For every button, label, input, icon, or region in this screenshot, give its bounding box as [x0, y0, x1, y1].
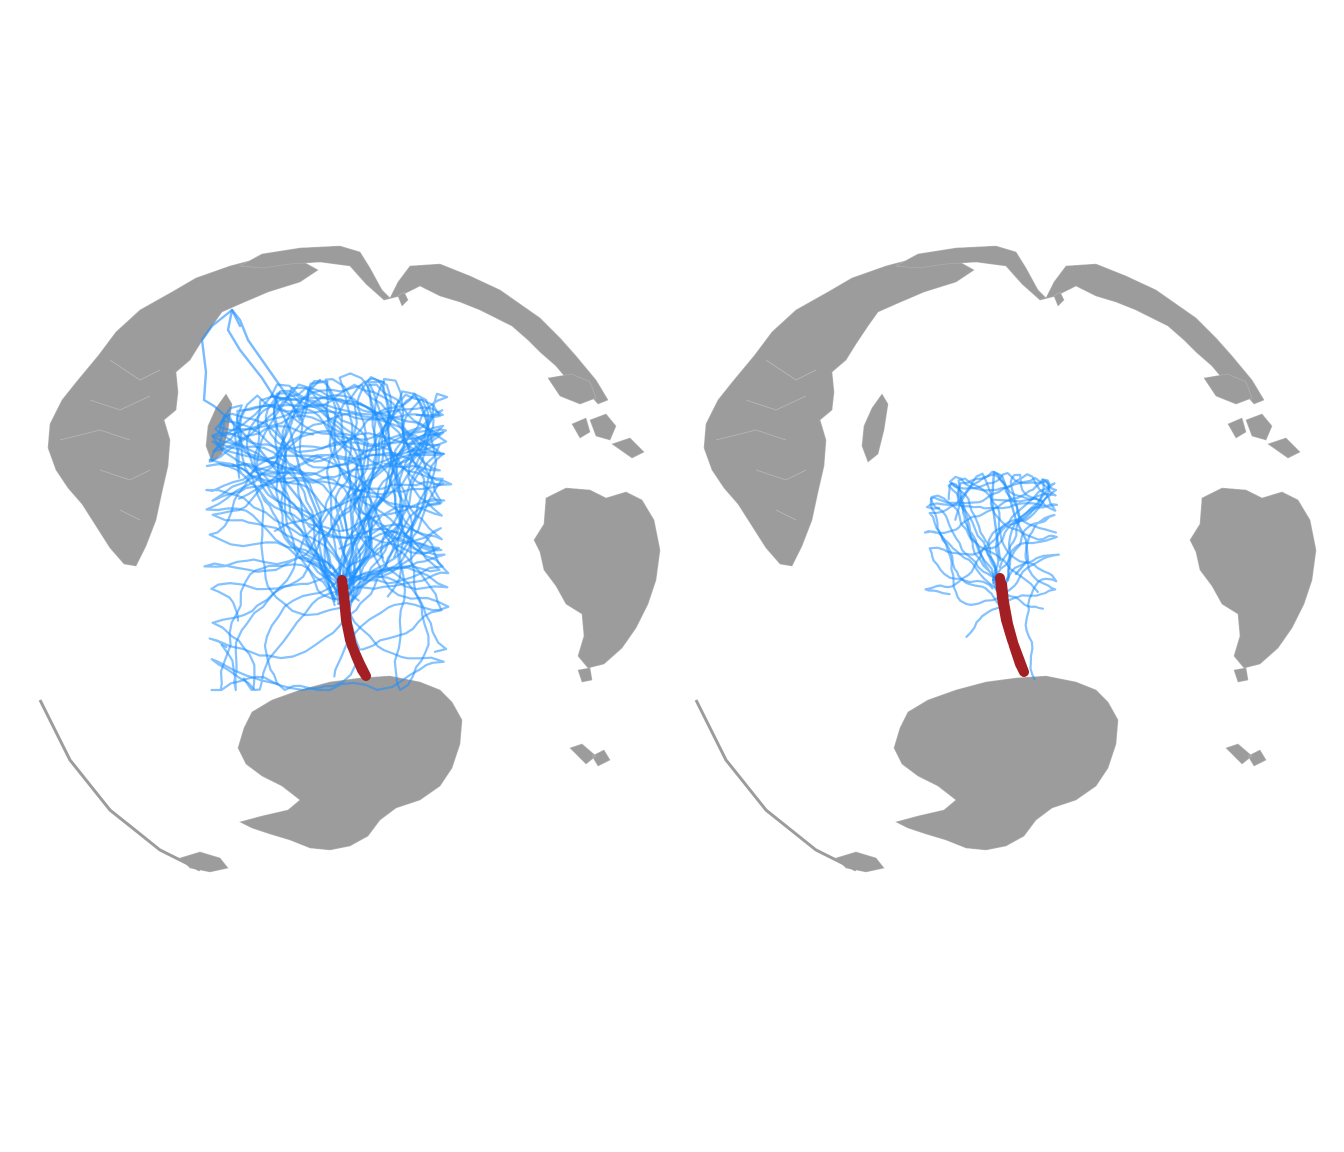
newzealand-landmass — [569, 743, 611, 767]
tracks-right — [923, 470, 1060, 681]
track-line — [924, 482, 1056, 596]
track-line — [212, 398, 441, 596]
srilanka-landmass — [397, 291, 409, 307]
africa-landmass — [703, 255, 975, 567]
antarctica-landmass — [237, 675, 463, 851]
asia-landmass — [238, 245, 609, 405]
track-line — [280, 383, 446, 596]
australia-landmass — [533, 487, 661, 669]
globe-left — [20, 244, 671, 874]
track-line — [928, 473, 1060, 606]
madagascar-landmass — [861, 393, 889, 463]
track-line — [263, 530, 445, 692]
africa-landmass — [47, 255, 319, 567]
tracks-left — [203, 372, 453, 692]
track-north-loop — [990, 470, 1030, 576]
mean-track-left — [337, 575, 371, 681]
track-line — [928, 478, 1051, 590]
tasmania-landmass — [577, 667, 593, 683]
antarctica-landmass — [893, 675, 1119, 851]
asia-landmass — [894, 245, 1265, 405]
indonesia-landmass — [547, 373, 645, 459]
africa-borders — [59, 359, 161, 521]
track-line — [275, 380, 443, 586]
track-northwest-excursion-2 — [200, 308, 342, 562]
track-line — [328, 377, 450, 678]
tasmania-landmass — [1233, 667, 1249, 683]
track-line — [220, 392, 346, 692]
newzealand-landmass — [1225, 743, 1267, 767]
track-line — [350, 377, 430, 692]
limb-edge — [694, 699, 857, 872]
limb-edge — [38, 699, 201, 872]
indonesia-landmass — [1203, 373, 1301, 459]
track-line — [948, 475, 1057, 598]
track-line — [211, 440, 450, 601]
track-line — [923, 478, 1050, 605]
track-line — [255, 380, 444, 605]
track-line — [338, 383, 443, 580]
australia-landmass — [1189, 487, 1317, 669]
mean-track-right — [995, 573, 1029, 677]
track-northwest-excursion — [226, 308, 332, 570]
track-line — [208, 527, 442, 660]
globe-right — [676, 244, 1327, 874]
africa-borders — [715, 359, 817, 521]
track-line — [210, 566, 449, 692]
srilanka-landmass — [1053, 291, 1065, 307]
track-line — [203, 390, 438, 607]
